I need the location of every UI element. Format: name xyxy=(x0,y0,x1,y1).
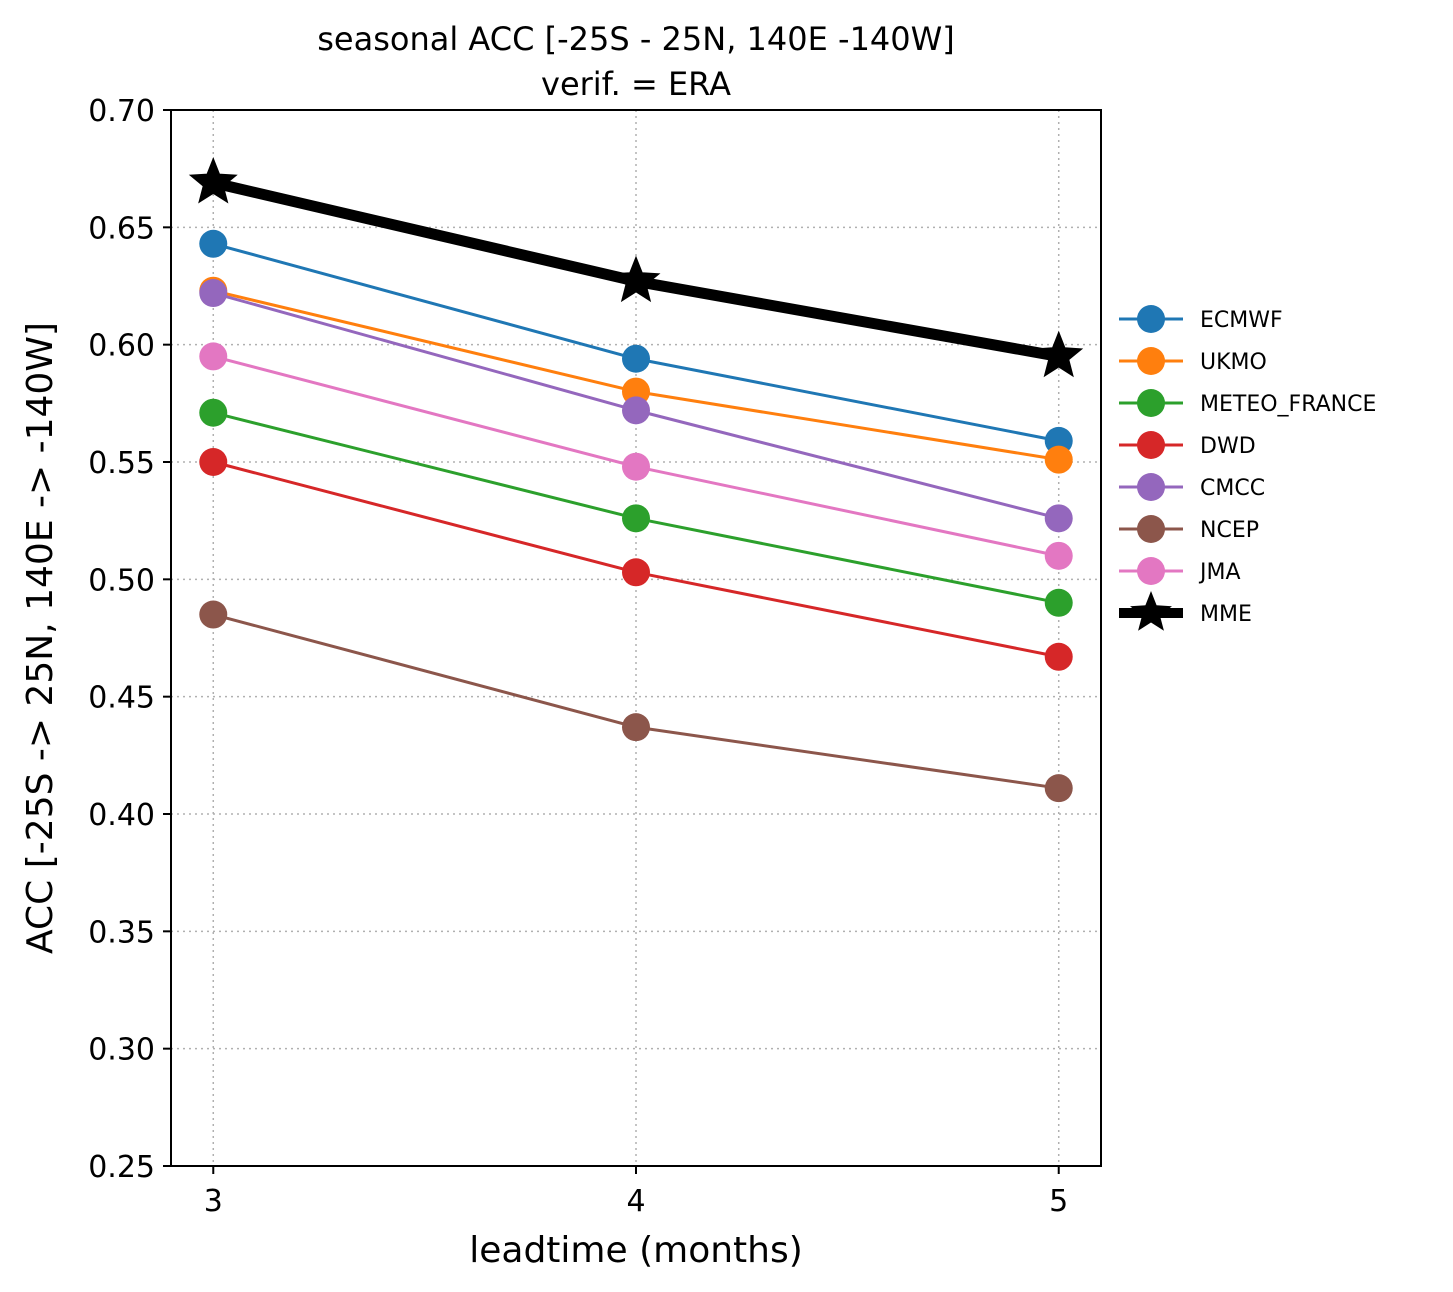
y-tick-label: 0.70 xyxy=(88,94,155,129)
data-point-meteo_france xyxy=(622,504,650,533)
legend-marker-meteo_france xyxy=(1137,389,1165,417)
legend-label-dwd: DWD xyxy=(1200,434,1256,459)
x-tick-label: 3 xyxy=(204,1184,223,1219)
data-point-jma xyxy=(622,452,650,481)
x-tick-label: 5 xyxy=(1049,1184,1068,1219)
chart-title-group: seasonal ACC [-25S - 25N, 140E -140W] ve… xyxy=(317,20,955,103)
legend-label-ncep: NCEP xyxy=(1200,518,1259,543)
data-point-ncep xyxy=(1044,774,1073,803)
y-tick-label: 0.65 xyxy=(88,211,155,246)
legend-marker-ukmo xyxy=(1137,347,1165,375)
data-point-dwd xyxy=(622,558,650,587)
x-tick-label: 4 xyxy=(626,1184,645,1219)
y-tick-label: 0.60 xyxy=(88,329,155,364)
legend-marker-ncep xyxy=(1137,515,1165,543)
data-point-cmcc xyxy=(199,279,228,308)
data-point-cmcc xyxy=(1044,504,1073,533)
data-point-dwd xyxy=(1044,642,1073,671)
series-markers xyxy=(188,157,1084,803)
data-point-ncep xyxy=(199,600,228,629)
legend-label-mme: MME xyxy=(1200,602,1252,627)
y-axis-ticks: 0.25 0.30 0.35 0.40 0.45 0.50 0.55 0.60 0.65 0.70 xyxy=(88,94,171,1185)
x-axis-label: leadtime (months) xyxy=(469,1230,803,1271)
data-point-meteo_france xyxy=(1044,588,1073,617)
y-tick-label: 0.45 xyxy=(88,681,155,716)
legend-marker-mme xyxy=(1130,591,1172,631)
y-tick-label: 0.50 xyxy=(88,563,155,598)
data-point-mme xyxy=(1034,330,1084,378)
y-tick-label: 0.25 xyxy=(88,1150,155,1185)
y-tick-label: 0.40 xyxy=(88,798,155,833)
data-point-jma xyxy=(199,342,228,371)
data-point-mme xyxy=(188,157,238,204)
legend-label-ukmo: UKMO xyxy=(1200,350,1267,375)
data-point-meteo_france xyxy=(199,398,228,427)
x-axis-ticks: 3 4 5 xyxy=(204,1166,1068,1219)
series-line-ncep xyxy=(212,613,1059,790)
legend-marker-ecmwf xyxy=(1137,305,1165,333)
y-tick-label: 0.55 xyxy=(88,446,155,481)
y-tick-label: 0.30 xyxy=(88,1033,155,1068)
legend-marker-dwd xyxy=(1137,431,1165,459)
data-point-jma xyxy=(1044,541,1073,570)
legend-marker-jma xyxy=(1137,557,1165,585)
legend: ECMWF UKMO METEO_FRANCE DWD CMCC NCEP JMA MME xyxy=(1119,305,1376,631)
legend-marker-cmcc xyxy=(1137,473,1165,501)
data-point-cmcc xyxy=(622,396,650,425)
data-point-ecmwf xyxy=(199,229,228,258)
legend-label-cmcc: CMCC xyxy=(1200,476,1265,501)
chart-title: seasonal ACC [-25S - 25N, 140E -140W] xyxy=(317,20,955,58)
data-point-mme xyxy=(611,255,661,303)
y-tick-label: 0.35 xyxy=(88,915,155,950)
data-point-ncep xyxy=(622,713,650,742)
data-point-dwd xyxy=(199,448,228,476)
data-point-ukmo xyxy=(1044,445,1073,474)
legend-label-jma: JMA xyxy=(1198,560,1241,585)
legend-label-ecmwf: ECMWF xyxy=(1200,308,1283,333)
data-point-ecmwf xyxy=(622,344,650,373)
chart-subtitle: verif. = ERA xyxy=(541,65,731,103)
y-axis-label: ACC [-25S -> 25N, 140E -> -140W] xyxy=(20,322,61,954)
legend-label-meteo_france: METEO_FRANCE xyxy=(1200,392,1376,417)
